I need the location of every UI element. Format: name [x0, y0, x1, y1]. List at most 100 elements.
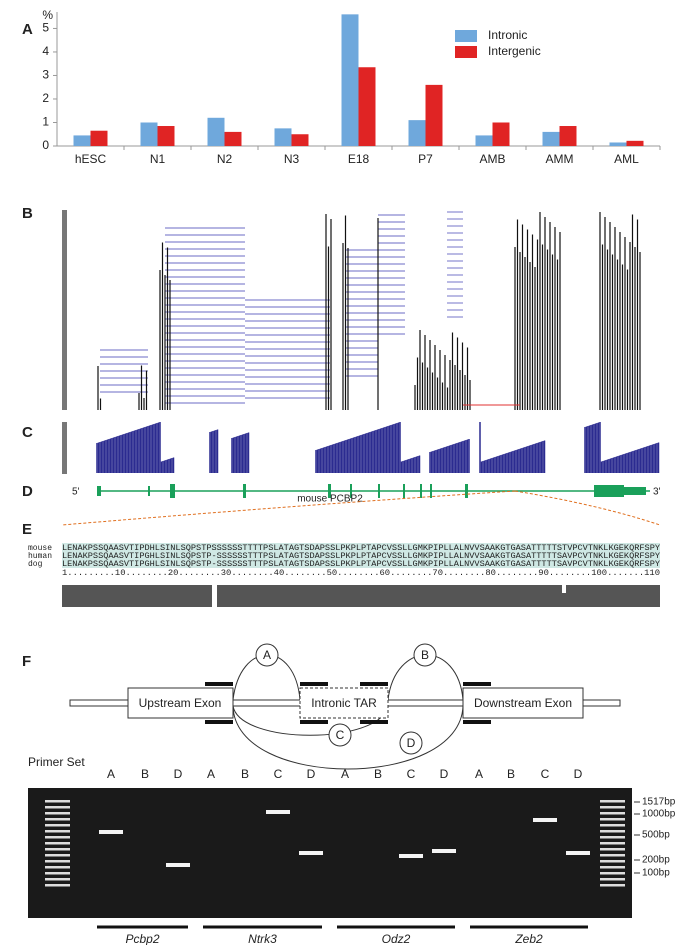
size-label: 1517bp [642, 797, 676, 808]
panel-label: A [22, 21, 33, 38]
lane-label: B [241, 767, 249, 781]
primer-circle [255, 643, 279, 667]
lane-label: C [407, 767, 416, 781]
size-label: 500bp [642, 830, 670, 841]
read-track [97, 211, 641, 410]
alignment-bg [62, 543, 660, 568]
five-prime: 5' [72, 487, 80, 498]
ladder-band [600, 884, 625, 887]
ladder-band [600, 806, 625, 809]
ladder-band [600, 860, 625, 863]
lane-label: B [374, 767, 382, 781]
legend-label: Intronic [488, 28, 527, 42]
ladder-band [45, 830, 70, 833]
ladder-band [600, 866, 625, 869]
ladder-band [45, 872, 70, 875]
gel-band [299, 851, 323, 855]
coverage-track [96, 422, 660, 473]
x-tick-label: P7 [418, 152, 433, 166]
ladder-band [45, 812, 70, 815]
y-tick-label: 4 [42, 44, 49, 58]
y-tick-label: 5 [42, 21, 49, 35]
bar [157, 126, 175, 146]
bar [358, 67, 376, 146]
bar [609, 142, 627, 146]
panel-label: B [22, 205, 33, 222]
bar [492, 122, 510, 146]
species-label: dog [28, 560, 43, 569]
bar [475, 135, 493, 146]
lane-label: B [141, 767, 149, 781]
size-label: 100bp [642, 868, 670, 879]
panel-label: D [22, 483, 33, 500]
zoom-lines [61, 490, 661, 526]
gene-label: mouse PCBP2 [297, 494, 363, 505]
y-tick-label: 0 [42, 138, 49, 152]
ladder-band [45, 860, 70, 863]
track-bar [62, 210, 67, 410]
ladder-band [45, 866, 70, 869]
three-prime: 3' [653, 487, 661, 498]
legend-swatch [455, 30, 477, 42]
ladder-band [600, 872, 625, 875]
sequence: LENAKPSSQAASVTIPGHLSINLSQPSTP-SSSSSSTTTP… [62, 560, 660, 569]
exons [97, 484, 646, 498]
conservation-bar [62, 585, 660, 607]
alignment: mouse LENAKPSSQAASVTIPDHLSINLSQPSTPSSSSSS… [28, 544, 660, 578]
exon-label: Downstream Exon [474, 696, 572, 710]
y-tick-label: 1 [42, 115, 49, 129]
lane-label: A [475, 767, 483, 781]
ladder-band [45, 884, 70, 887]
x-tick-label: AML [614, 152, 639, 166]
gel-band [99, 830, 123, 834]
x-tick-label: AMM [546, 152, 574, 166]
lane-label: C [274, 767, 283, 781]
bar [542, 131, 560, 146]
ladder-band [45, 854, 70, 857]
legend-label: Intergenic [488, 44, 541, 58]
ladder-band [600, 824, 625, 827]
sequence: LENAKPSSQAASVTIPGHLSINLSQPSTP-SSSSSSTTTP… [62, 552, 660, 561]
ruler: 1.........10........20........30........… [62, 569, 660, 578]
ladder-band [600, 818, 625, 821]
gel-band [166, 863, 190, 867]
ladder-band [600, 842, 625, 845]
ladder-band [600, 836, 625, 839]
ladder-band [45, 800, 70, 803]
x-tick-label: E18 [348, 152, 370, 166]
size-label: 200bp [642, 855, 670, 866]
gel-band [266, 810, 290, 814]
gel-band [432, 849, 456, 853]
ladder-band [600, 848, 625, 851]
tar-box [299, 687, 389, 719]
y-tick-label: 3 [42, 68, 49, 82]
gene-name: Odz2 [382, 932, 411, 945]
lane-label: D [440, 767, 449, 781]
x-tick-label: N3 [284, 152, 300, 166]
x-tick-label: AMB [479, 152, 505, 166]
ladder-band [45, 848, 70, 851]
sequence: LENAKPSSQAASVTIPDHLSINLSQPSTPSSSSSSTTTTP… [62, 544, 660, 553]
legend-swatch [455, 46, 477, 58]
size-label: 1000bp [642, 809, 676, 820]
ladder-band [45, 836, 70, 839]
y-tick-label: 2 [42, 91, 49, 105]
bar [626, 140, 644, 146]
lane-label: D [307, 767, 316, 781]
panel-label: C [22, 424, 33, 441]
primer-label: D [407, 736, 416, 750]
bar [341, 14, 359, 147]
panel-label: F [22, 653, 31, 670]
track-bar [62, 422, 67, 474]
primers [205, 682, 491, 724]
gel-band [399, 854, 423, 858]
bar [73, 135, 91, 146]
ladder-band [600, 800, 625, 803]
bar [559, 126, 577, 146]
ladder-band [600, 812, 625, 815]
ladder-band [45, 806, 70, 809]
gel [28, 788, 632, 918]
gel-band [533, 818, 557, 822]
lane-label: A [341, 767, 349, 781]
bar [408, 120, 426, 146]
